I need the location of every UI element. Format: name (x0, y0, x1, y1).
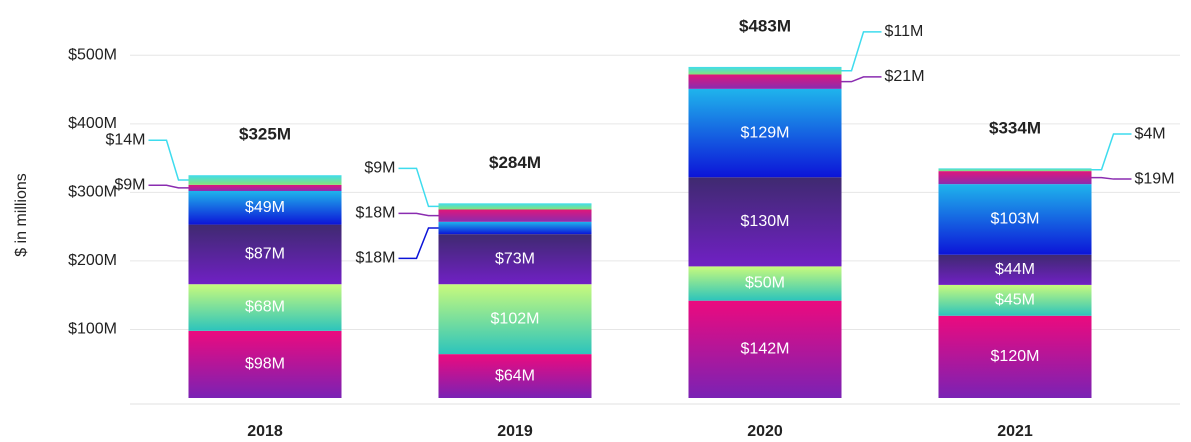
y-tick-label: $300M (68, 184, 117, 201)
value-label: $18M (355, 205, 395, 222)
y-tick-label: $500M (68, 46, 117, 63)
value-label: $87M (245, 246, 285, 263)
y-tick-label: $100M (68, 321, 117, 338)
bar-segment (688, 266, 842, 301)
bar-segment (688, 66, 842, 75)
x-tick-label: 2019 (497, 423, 533, 440)
value-label: $9M (364, 160, 395, 177)
value-label: $130M (741, 213, 790, 230)
value-label: $21M (885, 68, 925, 85)
bar-segment (688, 177, 842, 267)
value-label: $64M (495, 367, 535, 384)
bar-segment (688, 88, 842, 178)
x-tick-label: 2018 (247, 423, 283, 440)
bar-segment (188, 330, 342, 398)
bar-segment (188, 224, 342, 285)
value-label: $45M (995, 292, 1035, 309)
leader-line (841, 31, 882, 72)
leader-line (841, 76, 882, 83)
value-label: $9M (114, 176, 145, 193)
bar-segment (438, 284, 592, 355)
value-label: $11M (885, 23, 924, 40)
bar-segment (938, 254, 1092, 285)
leader-line (1091, 133, 1132, 171)
bar-segment (938, 284, 1092, 316)
bar-segment (438, 203, 592, 210)
leader-line (398, 227, 439, 260)
bar-segment (188, 284, 342, 331)
value-label: $102M (491, 310, 540, 327)
value-label: $68M (245, 299, 285, 316)
x-tick-label: 2021 (997, 423, 1033, 440)
total-label: $334M (989, 119, 1041, 138)
bar-segment (438, 209, 592, 222)
bar-segment (438, 354, 592, 398)
leader-line (148, 184, 189, 189)
total-label: $483M (739, 16, 791, 35)
bar-segment (938, 168, 1092, 172)
x-tick-label: 2020 (747, 423, 783, 440)
value-label: $50M (745, 275, 785, 292)
value-label: $14M (105, 131, 145, 148)
leader-line (398, 212, 439, 217)
bar-segment (188, 184, 342, 191)
value-label: $49M (245, 199, 285, 216)
leader-line (1091, 176, 1132, 180)
bar-segment (438, 234, 592, 285)
bar-segment (438, 221, 592, 235)
value-label: $142M (741, 341, 790, 358)
value-label: $44M (995, 261, 1035, 278)
bar-segment (938, 315, 1092, 398)
value-label: $120M (991, 348, 1040, 365)
bar-segment (188, 190, 342, 225)
bar-segment (688, 300, 842, 398)
bar-segment (938, 184, 1092, 255)
value-label: $129M (741, 124, 790, 141)
y-tick-label: $200M (68, 252, 117, 269)
bar-segment (938, 171, 1092, 185)
value-label: $98M (245, 356, 285, 373)
value-label: $103M (991, 211, 1040, 228)
y-tick-label: $400M (68, 115, 117, 132)
leader-line (398, 167, 439, 208)
bar-segment (688, 74, 842, 89)
bar-segment (188, 175, 342, 185)
total-label: $284M (489, 153, 541, 172)
value-label: $19M (1135, 170, 1175, 187)
value-label: $18M (355, 250, 395, 267)
value-label: $4M (1135, 125, 1166, 142)
y-axis-label: $ in millions (13, 173, 30, 257)
value-label: $73M (495, 250, 535, 267)
leader-line (148, 139, 189, 181)
total-label: $325M (239, 125, 291, 144)
